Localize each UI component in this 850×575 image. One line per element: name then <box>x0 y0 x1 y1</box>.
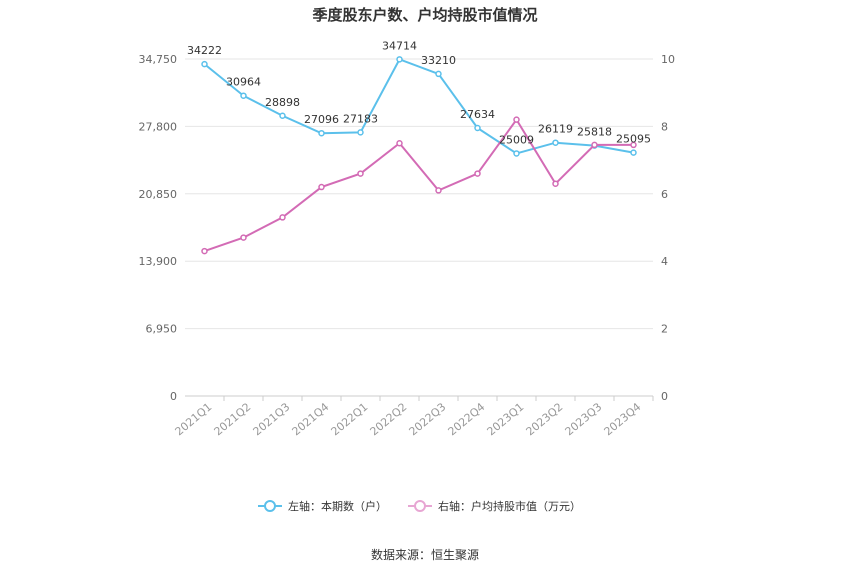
x-tick-label: 2023Q3 <box>563 400 605 438</box>
data-source: 数据来源：恒生聚源 <box>371 547 479 562</box>
right-tick-label: 6 <box>661 188 668 201</box>
right-tick-label: 0 <box>661 390 668 403</box>
x-tick-label: 2022Q3 <box>407 400 449 438</box>
data-label: 33210 <box>421 54 456 67</box>
data-point[interactable] <box>435 187 442 194</box>
x-tick-label: 2021Q3 <box>251 400 293 438</box>
x-tick-label: 2022Q2 <box>368 400 410 438</box>
data-label: 25009 <box>499 133 534 146</box>
left-tick-label: 34,750 <box>139 53 178 66</box>
legend-marker-left <box>264 500 276 512</box>
data-point[interactable] <box>552 180 559 187</box>
legend-item-right[interactable]: 右轴：户均持股市值（万元） <box>408 499 581 513</box>
data-label: 26119 <box>538 123 573 136</box>
data-point[interactable] <box>279 112 286 120</box>
data-point[interactable] <box>201 60 208 68</box>
data-labels: 34222 30964 28898 27096 27183 34714 33210 27634… <box>187 39 651 146</box>
data-point[interactable] <box>630 149 637 156</box>
data-point[interactable] <box>357 129 364 136</box>
x-tick-label: 2021Q4 <box>290 400 332 438</box>
right-tick-label: 10 <box>661 53 675 66</box>
data-point[interactable] <box>396 56 403 63</box>
data-label: 27634 <box>460 108 495 121</box>
data-point[interactable] <box>357 170 364 177</box>
data-point[interactable] <box>201 247 208 255</box>
data-point[interactable] <box>240 234 247 241</box>
data-point[interactable] <box>318 183 325 191</box>
right-tick-label: 4 <box>661 255 668 268</box>
data-point[interactable] <box>513 150 520 157</box>
left-tick-label: 13,900 <box>139 255 178 268</box>
data-label: 28898 <box>265 96 300 109</box>
data-label: 34714 <box>382 39 417 52</box>
data-label: 25095 <box>616 133 651 146</box>
legend[interactable]: 左轴：本期数（户） 右轴：户均持股市值（万元） <box>258 499 581 513</box>
data-point[interactable] <box>240 92 247 99</box>
grid-lines <box>185 58 653 397</box>
x-tick-label: 2022Q4 <box>446 400 488 438</box>
data-label: 25818 <box>577 126 612 139</box>
legend-label-left: 左轴：本期数（户） <box>288 499 387 513</box>
series-line-right <box>204 117 634 253</box>
legend-item-left[interactable]: 左轴：本期数（户） <box>258 499 387 513</box>
x-tick-label: 2023Q1 <box>485 400 527 438</box>
data-point[interactable] <box>474 124 481 132</box>
legend-marker-right <box>414 500 426 512</box>
left-tick-label: 0 <box>170 390 177 403</box>
data-label: 27096 <box>304 113 339 126</box>
legend-label-right: 右轴：户均持股市值（万元） <box>438 499 581 513</box>
right-axis: 0 2 4 6 8 10 <box>661 53 675 403</box>
series-group <box>201 56 637 255</box>
x-tick-label: 2021Q2 <box>212 400 254 438</box>
data-point[interactable] <box>552 139 559 146</box>
chart-title: 季度股东户数、户均持股市值情况 <box>312 6 537 24</box>
data-label: 34222 <box>187 44 222 57</box>
left-tick-label: 27,800 <box>139 120 178 133</box>
left-tick-label: 20,850 <box>139 188 178 201</box>
data-point[interactable] <box>630 141 637 149</box>
left-tick-label: 6,950 <box>146 323 178 336</box>
x-tick-label: 2023Q2 <box>524 400 566 438</box>
data-point[interactable] <box>318 129 325 137</box>
x-tick-label: 2021Q1 <box>173 400 215 438</box>
x-axis: 2021Q12021Q22021Q32021Q42022Q12022Q22022… <box>173 396 654 438</box>
data-label: 27183 <box>343 112 378 125</box>
x-tick-label: 2022Q1 <box>329 400 371 438</box>
right-tick-label: 8 <box>661 120 668 133</box>
data-point[interactable] <box>396 140 403 147</box>
data-point[interactable] <box>279 214 286 221</box>
right-tick-label: 2 <box>661 323 668 336</box>
data-point[interactable] <box>474 170 481 177</box>
data-label: 30964 <box>226 76 261 89</box>
x-tick-label: 2023Q4 <box>602 400 644 438</box>
data-point[interactable] <box>591 141 598 149</box>
left-axis: 0 6,950 13,900 20,850 27,800 34,750 <box>139 53 178 403</box>
data-point[interactable] <box>435 70 442 78</box>
series-line-left <box>203 58 634 155</box>
data-point[interactable] <box>513 116 520 123</box>
